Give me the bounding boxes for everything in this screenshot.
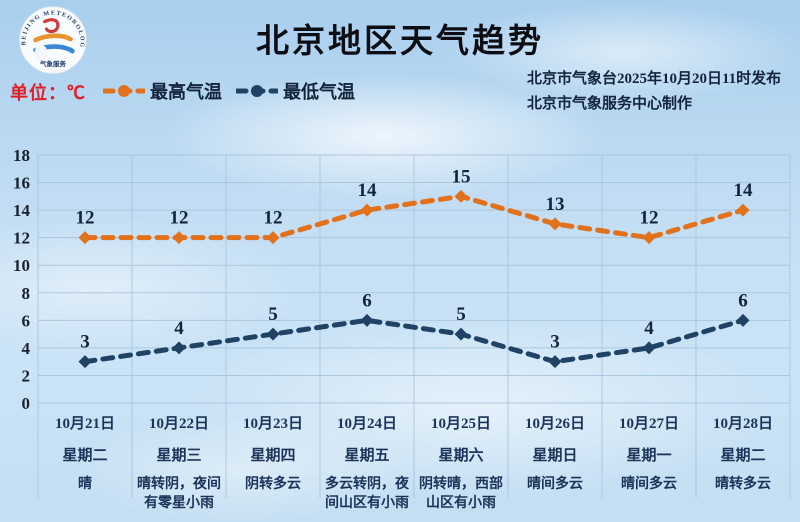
- data-label: 12: [264, 208, 283, 229]
- svg-text:18: 18: [13, 146, 30, 165]
- data-label: 3: [550, 332, 560, 353]
- data-point-marker: [78, 355, 92, 369]
- source-line-2: 北京市气象服务中心制作: [527, 96, 693, 112]
- weather-label: 晴间多云: [621, 477, 677, 492]
- day-column: 10月23日 星期四阴转多云: [226, 406, 320, 516]
- beijing-meteorological-logo: BEIJING METEOROLOGICAL SERVICE 气象服务: [14, 5, 87, 74]
- weather-label: 多云转阴，夜间山区有小雨: [325, 477, 409, 511]
- weather-label: 晴转多云: [715, 477, 771, 492]
- legend-line-swatch: [236, 85, 278, 97]
- svg-text:12: 12: [13, 229, 30, 248]
- data-point-marker: [642, 341, 656, 355]
- data-label: 5: [268, 304, 278, 325]
- logo-bottom-text: 气象服务: [39, 59, 66, 68]
- data-label: 14: [358, 180, 378, 201]
- weekday-label: 星期四: [250, 448, 296, 464]
- data-label: 3: [80, 332, 90, 353]
- data-point-marker: [360, 313, 374, 327]
- data-point-marker: [454, 327, 468, 341]
- data-point-marker: [454, 189, 468, 203]
- data-point-marker: [266, 231, 280, 245]
- day-column: 10月28日 星期二晴转多云: [696, 406, 790, 516]
- data-point-marker: [266, 327, 280, 341]
- logo-orange-swoosh: [33, 33, 73, 43]
- weather-label: 晴转阴，夜间有零星小雨: [137, 477, 221, 511]
- data-label: 12: [640, 208, 659, 229]
- source-line-1: 北京市气象台2025年10月20日11时发布: [527, 71, 782, 87]
- data-label: 12: [170, 208, 189, 229]
- data-point-marker: [736, 203, 750, 217]
- weekday-label: 星期一: [626, 448, 672, 464]
- date-label: 10月28日: [712, 416, 773, 432]
- svg-text:4: 4: [22, 339, 31, 358]
- day-column: 10月25日 星期六阴转晴，西部山区有小雨: [414, 406, 508, 516]
- svg-text:6: 6: [22, 311, 31, 330]
- svg-text:0: 0: [22, 394, 31, 413]
- data-label: 14: [734, 180, 754, 201]
- svg-text:10: 10: [13, 256, 30, 275]
- data-point-marker: [360, 203, 374, 217]
- data-point-marker: [736, 313, 750, 327]
- date-label: 10月27日: [618, 416, 679, 432]
- date-label: 10月22日: [148, 416, 209, 432]
- date-label: 10月23日: [242, 416, 303, 432]
- weather-label: 阴转晴，西部山区有小雨: [419, 477, 503, 511]
- data-label: 5: [456, 304, 466, 325]
- legend: 最高气温 最低气温: [103, 78, 355, 104]
- y-axis-labels: 0 2 4 6 8 10 12 14 16 18: [13, 146, 31, 413]
- weather-label: 晴间多云: [527, 477, 583, 492]
- date-label: 10月26日: [524, 416, 585, 432]
- date-label: 10月21日: [54, 416, 115, 432]
- data-point-marker: [78, 231, 92, 245]
- date-label: 10月24日: [336, 416, 397, 432]
- day-column: 10月24日 星期五多云转阴，夜间山区有小雨: [320, 406, 414, 516]
- weekday-label: 星期二: [720, 448, 766, 464]
- svg-text:8: 8: [22, 284, 31, 303]
- data-point-marker: [548, 355, 562, 369]
- logo-red-swoosh: [43, 18, 60, 34]
- data-label: 4: [644, 318, 654, 339]
- data-point-marker: [642, 231, 656, 245]
- day-column: 10月26日 星期日晴间多云: [508, 406, 602, 516]
- data-label: 15: [452, 166, 471, 187]
- data-point-marker: [172, 341, 186, 355]
- data-label: 12: [76, 208, 95, 229]
- data-point-marker: [548, 217, 562, 231]
- series-high-line: 12 12 12 14 15 13 12 14: [76, 166, 754, 245]
- data-label: 6: [362, 290, 372, 311]
- logo-cloud-shape: [34, 44, 48, 62]
- legend-line-swatch: [103, 85, 145, 97]
- data-label: 13: [546, 194, 565, 215]
- page-title: 北京地区天气趋势: [256, 24, 544, 60]
- legend-label: 最高气温: [150, 82, 222, 102]
- day-column: 10月27日 星期一晴间多云: [602, 406, 696, 516]
- legend-label: 最低气温: [283, 82, 355, 102]
- svg-text:2: 2: [22, 366, 31, 385]
- xaxis-table: 10月21日 星期二晴 10月22日 星期三 晴转阴，夜间有零星小雨 10月23日 星期四阴…: [38, 406, 790, 516]
- weekday-label: 星期六: [438, 448, 484, 464]
- data-label: 6: [738, 290, 748, 311]
- source-info: 北京市气象台2025年10月20日11时发布 北京市气象服务中心制作: [527, 67, 792, 117]
- weather-label: 阴转多云: [245, 477, 301, 492]
- unit-label: 单位：℃: [10, 83, 86, 103]
- legend-item: 最高气温: [103, 78, 222, 104]
- day-column: 10月21日 星期二晴: [38, 406, 132, 516]
- weekday-label: 星期日: [532, 448, 578, 464]
- date-label: 10月25日: [430, 416, 491, 432]
- data-label: 4: [174, 318, 184, 339]
- svg-text:14: 14: [13, 201, 31, 220]
- legend-item: 最低气温: [236, 78, 355, 104]
- weekday-label: 星期二: [62, 448, 108, 464]
- weekday-label: 星期三: [156, 448, 202, 464]
- weather-label: 晴: [78, 477, 92, 492]
- svg-text:16: 16: [13, 174, 30, 193]
- data-point-marker: [172, 231, 186, 245]
- series-low-line: 3 4 5 6 5 3 4 6: [78, 290, 750, 369]
- day-column: 10月22日 星期三晴转阴，夜间有零星小雨: [132, 406, 226, 516]
- weekday-label: 星期五: [344, 448, 390, 464]
